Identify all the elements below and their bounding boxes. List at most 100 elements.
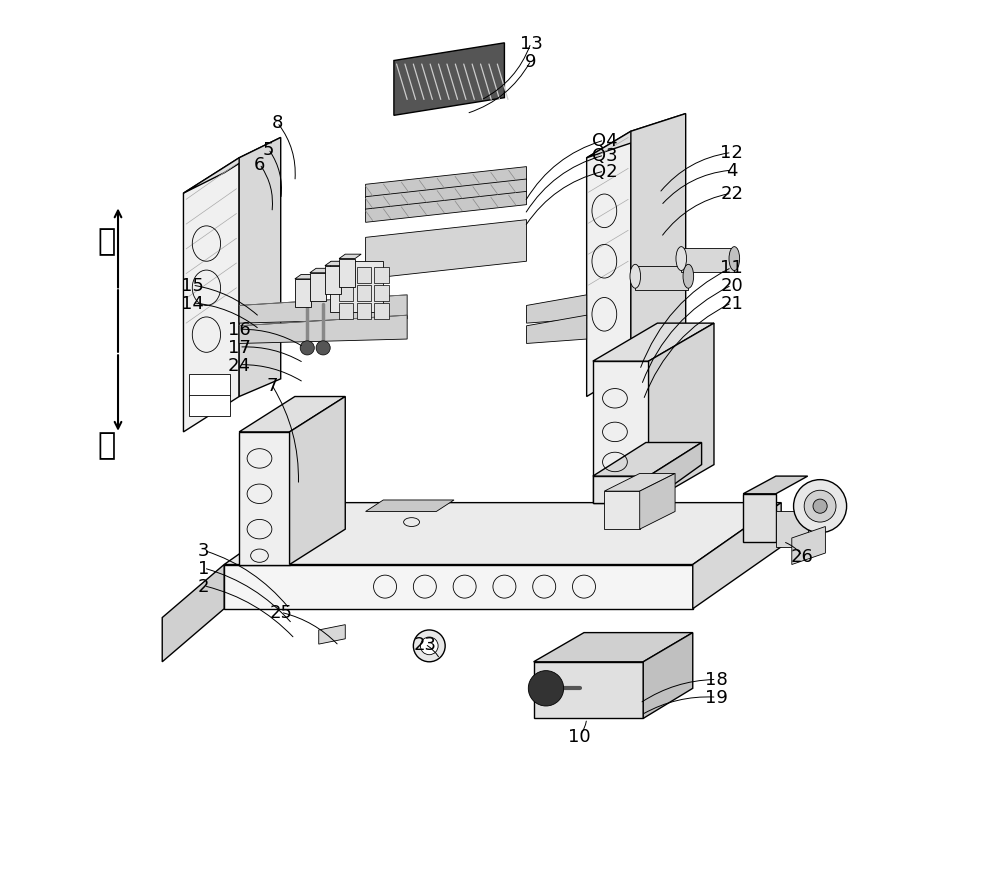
Text: Q2: Q2 xyxy=(592,163,617,181)
Polygon shape xyxy=(319,625,345,644)
Text: 16: 16 xyxy=(228,321,251,339)
Text: 14: 14 xyxy=(181,294,204,313)
Polygon shape xyxy=(310,274,326,302)
Polygon shape xyxy=(394,43,504,116)
Polygon shape xyxy=(374,303,389,319)
Text: 7: 7 xyxy=(266,377,278,394)
Polygon shape xyxy=(295,280,311,307)
Polygon shape xyxy=(339,255,361,260)
Circle shape xyxy=(813,500,827,514)
Polygon shape xyxy=(587,114,686,159)
Circle shape xyxy=(316,341,330,355)
Polygon shape xyxy=(649,323,714,503)
Ellipse shape xyxy=(630,265,641,289)
Polygon shape xyxy=(339,268,353,284)
Polygon shape xyxy=(587,132,631,397)
Polygon shape xyxy=(339,286,353,302)
Text: 13: 13 xyxy=(520,35,542,53)
Polygon shape xyxy=(325,267,341,295)
Polygon shape xyxy=(693,503,781,609)
Polygon shape xyxy=(366,180,527,211)
Circle shape xyxy=(420,637,438,655)
Polygon shape xyxy=(534,633,693,662)
Polygon shape xyxy=(310,269,332,274)
Text: 21: 21 xyxy=(720,294,743,313)
Text: 22: 22 xyxy=(720,185,743,203)
Polygon shape xyxy=(743,494,776,542)
Polygon shape xyxy=(527,315,587,344)
Polygon shape xyxy=(239,138,281,397)
Polygon shape xyxy=(366,221,527,280)
Polygon shape xyxy=(792,527,825,565)
Ellipse shape xyxy=(729,247,740,271)
Polygon shape xyxy=(743,477,808,494)
Polygon shape xyxy=(239,397,345,432)
Text: 8: 8 xyxy=(271,114,283,132)
Text: 5: 5 xyxy=(263,141,274,159)
Polygon shape xyxy=(635,267,688,291)
Polygon shape xyxy=(604,474,675,492)
Text: 24: 24 xyxy=(228,356,251,374)
Ellipse shape xyxy=(683,265,694,289)
Polygon shape xyxy=(374,286,389,302)
Polygon shape xyxy=(183,138,281,194)
Text: 9: 9 xyxy=(525,52,537,70)
Text: 18: 18 xyxy=(705,671,728,688)
Polygon shape xyxy=(189,395,230,416)
Polygon shape xyxy=(604,492,640,530)
Polygon shape xyxy=(593,477,649,503)
Polygon shape xyxy=(593,323,714,361)
Polygon shape xyxy=(593,443,702,477)
Polygon shape xyxy=(183,159,239,432)
Polygon shape xyxy=(224,503,781,565)
Polygon shape xyxy=(527,296,587,323)
Polygon shape xyxy=(330,262,383,312)
Polygon shape xyxy=(366,167,527,198)
Text: Q4: Q4 xyxy=(592,132,617,150)
Polygon shape xyxy=(357,286,371,302)
Text: 顶: 顶 xyxy=(97,431,116,459)
Circle shape xyxy=(300,341,314,355)
Polygon shape xyxy=(339,260,355,288)
Text: 3: 3 xyxy=(198,541,210,560)
Polygon shape xyxy=(366,501,454,512)
Polygon shape xyxy=(366,192,527,223)
Circle shape xyxy=(804,491,836,523)
Text: 4: 4 xyxy=(726,162,737,180)
Text: Q3: Q3 xyxy=(592,147,617,165)
Text: 17: 17 xyxy=(228,338,251,356)
Text: 20: 20 xyxy=(720,276,743,295)
Polygon shape xyxy=(339,303,353,319)
Polygon shape xyxy=(681,249,734,273)
Polygon shape xyxy=(640,474,675,530)
Polygon shape xyxy=(290,397,345,565)
Polygon shape xyxy=(295,276,317,280)
Text: 2: 2 xyxy=(198,577,210,595)
Text: 19: 19 xyxy=(705,688,728,706)
Polygon shape xyxy=(357,303,371,319)
Polygon shape xyxy=(162,565,224,662)
Polygon shape xyxy=(239,315,407,344)
Polygon shape xyxy=(325,262,347,267)
Polygon shape xyxy=(374,268,389,284)
Text: 15: 15 xyxy=(181,276,204,295)
Text: 1: 1 xyxy=(198,559,209,578)
Text: 6: 6 xyxy=(254,156,265,174)
Polygon shape xyxy=(239,296,407,323)
Text: 10: 10 xyxy=(568,727,591,745)
Polygon shape xyxy=(534,662,643,719)
Text: 25: 25 xyxy=(269,603,292,622)
Text: 26: 26 xyxy=(791,547,814,565)
Text: 23: 23 xyxy=(413,635,436,653)
Polygon shape xyxy=(239,432,290,565)
Polygon shape xyxy=(649,443,702,503)
Polygon shape xyxy=(224,565,693,609)
Circle shape xyxy=(794,480,847,533)
Text: 底: 底 xyxy=(97,227,116,256)
Circle shape xyxy=(528,671,564,706)
Polygon shape xyxy=(631,114,686,370)
Text: 11: 11 xyxy=(720,259,743,277)
Polygon shape xyxy=(189,375,230,396)
Polygon shape xyxy=(357,268,371,284)
Circle shape xyxy=(413,630,445,662)
